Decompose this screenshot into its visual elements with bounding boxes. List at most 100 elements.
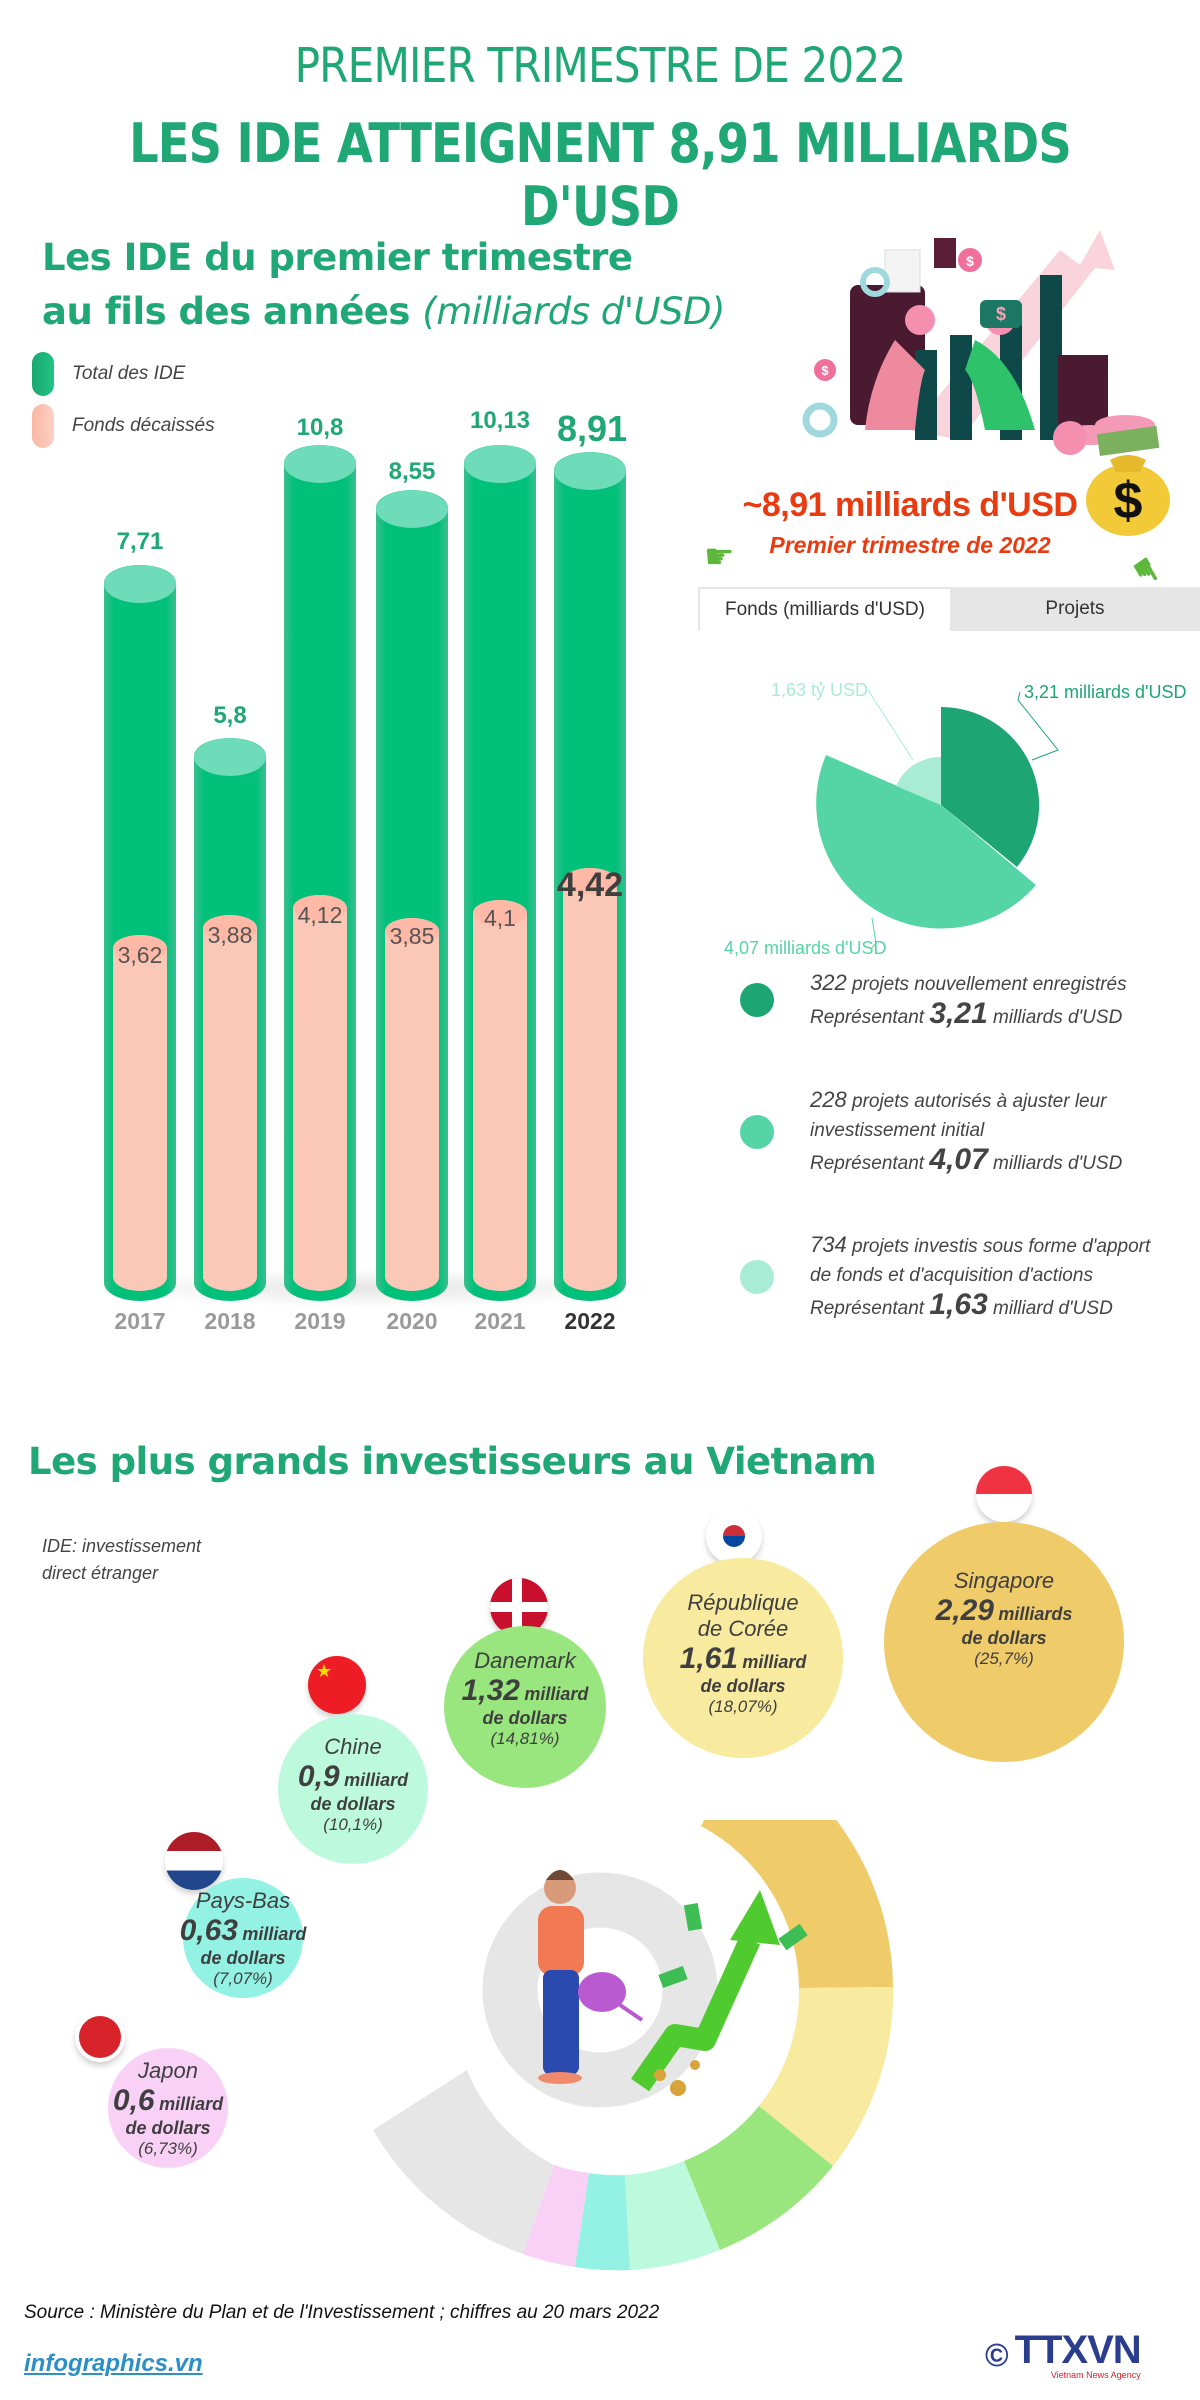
bar-value-total: 10,13 [469, 407, 531, 434]
bar-value-total-current: 8,91 [556, 408, 628, 449]
bar-cap [563, 868, 617, 894]
investor-unit2: de dollars [482, 1708, 568, 1728]
investor-country: Chine [324, 1734, 382, 1759]
investor-amount: 1,61 [679, 1642, 738, 1675]
investor-bubble-singapore: Singapore 2,29 milliards de dollars (25,… [884, 1522, 1124, 1762]
bar-chart-unit: (milliards d'USD) [422, 290, 725, 333]
investor-unit2: de dollars [125, 2118, 211, 2138]
stat-description-2: de fonds et d'acquisition d'actions [810, 1265, 1093, 1286]
note-line: direct étranger [42, 1563, 159, 1583]
stat-description: projets autorisés à ajuster leur [846, 1091, 1107, 1112]
pie-slice-new-projects [941, 706, 1040, 867]
bar-chart-title-text: au fils des années [42, 290, 410, 333]
legend-swatch-total [32, 352, 54, 396]
investor-amount: 1,32 [461, 1674, 520, 1707]
investor-unit2: de dollars [200, 1948, 286, 1968]
stat-description: projets investis sous forme d'apport [846, 1236, 1151, 1257]
stat-dot [740, 983, 774, 1017]
investor-country: Japon [138, 2058, 198, 2083]
legend-disbursed: Fonds décaissés [32, 404, 215, 448]
bar-cap [376, 490, 448, 528]
highlight-period: Premier trimestre de 2022 [769, 532, 1051, 558]
bar-value-disbursed-current: 4,42 [556, 866, 624, 904]
legend-swatch-disbursed [32, 404, 54, 448]
stat-unit: milliards d'USD [987, 1153, 1123, 1174]
bar-disbursed-2019 [293, 895, 347, 1291]
bar-cap [473, 900, 527, 926]
money-bag-icon: $ [1080, 420, 1176, 540]
logo-text: TTXVN [1014, 2328, 1142, 2372]
tab-projects[interactable]: Projets [950, 587, 1200, 631]
tab-bar: Fonds (milliards d'USD) Projets [698, 587, 1200, 631]
stat-description-2: investissement initial [810, 1120, 985, 1141]
investor-country: République [687, 1590, 799, 1615]
investor-unit: milliard [242, 1924, 307, 1944]
investor-amount: 0,9 [297, 1760, 340, 1793]
page-subtitle: PREMIER TRIMESTRE DE 2022 [294, 38, 907, 94]
svg-text:$: $ [1114, 472, 1143, 530]
investor-amount: 0,63 [179, 1914, 238, 1947]
investor-unit2: de dollars [310, 1794, 396, 1814]
stat-description: projets nouvellement enregistrés [846, 974, 1127, 995]
year-label: 2020 [386, 1308, 438, 1334]
site-link[interactable]: infographics.vn [24, 2350, 203, 2377]
investor-unit: milliards [998, 1604, 1073, 1624]
investor-unit2: de dollars [961, 1628, 1047, 1648]
bar-cap [554, 452, 626, 490]
bar-disbursed-2017 [113, 935, 167, 1291]
logo-subtext: Vietnam News Agency [1050, 2370, 1141, 2380]
legend-label-disbursed: Fonds décaissés [72, 415, 215, 436]
korea-flag-icon [706, 1508, 762, 1564]
bar-value-disbursed: 4,1 [484, 905, 516, 931]
year-label: 2021 [474, 1308, 526, 1334]
investor-bubble-denmark: Danemark 1,32 milliard de dollars (14,81… [444, 1626, 606, 1788]
pie-label-adjusted: 4,07 milliards d'USD [724, 938, 887, 958]
year-label-current: 2022 [564, 1308, 616, 1334]
stat-rep-label: Représentant [810, 1007, 930, 1028]
investor-percent: (10,1%) [323, 1815, 383, 1834]
bar-disbursed-2022 [563, 868, 617, 1291]
bar-value-total: 8,55 [388, 458, 436, 485]
stat-value: 4,07 [929, 1143, 988, 1176]
stat-rep-label: Représentant [810, 1153, 930, 1174]
year-label: 2017 [114, 1308, 166, 1334]
page-title: LES IDE ATTEIGNENT 8,91 MILLIARDS D'USD [129, 112, 1072, 238]
investor-unit: milliard [742, 1652, 807, 1672]
bar-cap [113, 935, 167, 961]
investor-country: Singapore [953, 1568, 1055, 1593]
pie-label-new-projects: 3,21 milliards d'USD [1024, 682, 1187, 702]
svg-text:$: $ [966, 253, 974, 269]
investment-handshake-illustration: $ $ $ [800, 210, 1200, 480]
bar-value-disbursed: 3,88 [207, 922, 253, 948]
year-label: 2019 [294, 1308, 346, 1334]
investor-percent: (25,7%) [974, 1649, 1034, 1668]
person-watering-illustration [538, 1870, 644, 2084]
svg-text:$: $ [996, 304, 1006, 324]
stat-value: 1,63 [929, 1288, 988, 1321]
bar-cap [385, 918, 439, 944]
stat-count: 228 [810, 1087, 847, 1112]
bar-disbursed-2020 [385, 918, 439, 1291]
bar-value-disbursed: 4,12 [297, 902, 343, 928]
year-label: 2018 [204, 1308, 256, 1334]
ide-definition-note: IDE: investissement direct étranger [42, 1533, 201, 1587]
bar-chart: 7,71 3,62 2017 5,8 3,88 2018 10,8 4,12 2… [0, 0, 700, 1360]
netherlands-flag-icon [165, 1832, 223, 1890]
bar-cap [203, 915, 257, 941]
tab-funds[interactable]: Fonds (milliards d'USD) [698, 587, 950, 631]
bar-value-total: 10,8 [296, 414, 344, 441]
investor-bubble-netherlands: Pays-Bas 0,63 milliard de dollars (7,07%… [179, 1878, 307, 1998]
investor-bubble-korea: République de Corée 1,61 milliard de dol… [643, 1558, 843, 1758]
bar-disbursed-2021 [473, 900, 527, 1291]
investor-bubble-japan: Japon 0,6 milliard de dollars (6,73%) [108, 2048, 228, 2168]
investor-bubble-china: Chine 0,9 milliard de dollars (10,1%) [278, 1714, 428, 1864]
stat-count: 734 [810, 1232, 847, 1257]
stat-value: 3,21 [929, 997, 988, 1030]
investor-percent: (18,07%) [708, 1697, 778, 1716]
source-note: Source : Ministère du Plan et de l'Inves… [24, 2302, 660, 2323]
bar-cap [284, 445, 356, 483]
pie-slice-capital [896, 756, 941, 805]
bar-value-disbursed: 3,85 [389, 923, 435, 949]
bar-value-total: 5,8 [213, 702, 247, 729]
stat-new-projects: 322 projets nouvellement enregistrés Rep… [740, 968, 1127, 1032]
